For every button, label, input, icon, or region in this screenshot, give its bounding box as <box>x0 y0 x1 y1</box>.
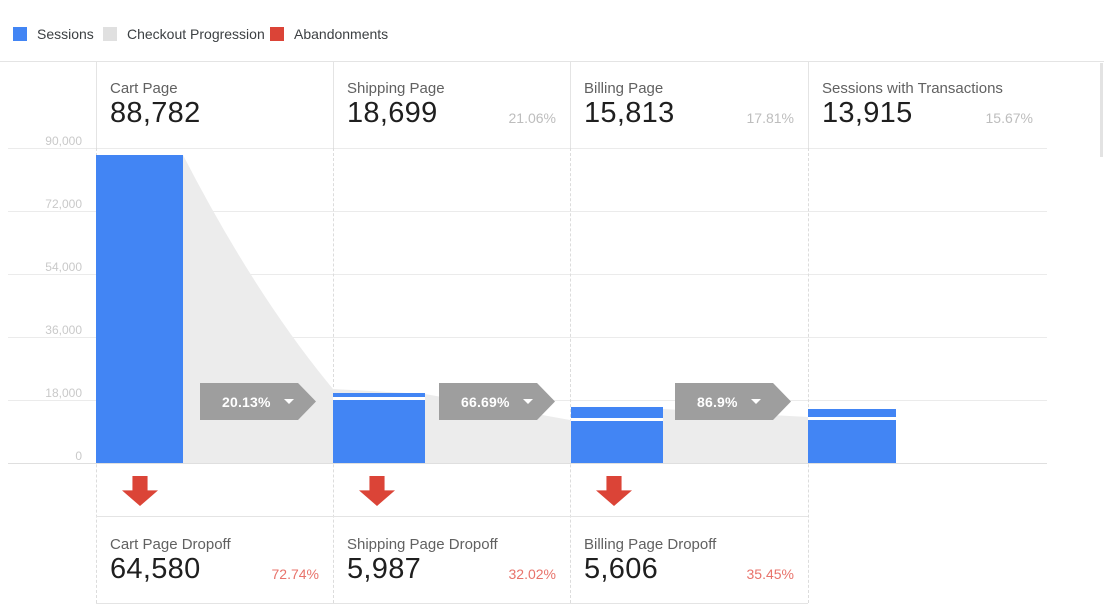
baseline-gridline <box>8 463 1047 464</box>
y-axis-tick: 36,000 <box>45 323 82 337</box>
step-header-cart-page: Cart Page 88,782 <box>96 61 333 148</box>
step-title: Billing Page <box>584 80 664 97</box>
y-axis-tick: 54,000 <box>45 260 82 274</box>
dropoff-title: Cart Page Dropoff <box>110 536 231 553</box>
step-title: Sessions with Transactions <box>822 80 1003 97</box>
header-cell-border <box>333 61 334 148</box>
bar-segment-divider <box>571 418 663 421</box>
legend-divider <box>0 61 1104 62</box>
progression-badge-shipping-to-billing[interactable]: 66.69% <box>439 383 555 420</box>
legend-item-checkout-progression: Checkout Progression <box>103 25 265 42</box>
chevron-down-icon <box>750 399 761 404</box>
dropoff-value: 5,606 <box>584 553 659 585</box>
sessions-swatch-icon <box>13 26 27 41</box>
legend-label: Abandonments <box>294 25 389 42</box>
legend-item-sessions: Sessions <box>13 25 94 42</box>
badge-label: 86.9% <box>697 393 738 410</box>
gridline <box>8 148 1047 149</box>
y-axis-tick: 0 <box>75 449 82 463</box>
sessions-bar-cart-page[interactable] <box>96 155 183 463</box>
step-title: Cart Page <box>110 80 178 97</box>
dropoff-percentage: 32.02% <box>508 566 556 582</box>
abandonment-arrow-icon <box>359 476 395 506</box>
header-cell-border <box>808 61 809 148</box>
step-percentage: 15.67% <box>985 110 1033 126</box>
dropoff-value: 64,580 <box>110 553 201 585</box>
sessions-bar-shipping-page[interactable] <box>333 393 425 463</box>
step-header-billing-page: Billing Page 15,813 17.81% <box>570 61 808 148</box>
y-axis-tick: 72,000 <box>45 197 82 211</box>
legend-label: Checkout Progression <box>127 25 265 42</box>
y-axis-tick: 18,000 <box>45 386 82 400</box>
step-title: Shipping Page <box>347 80 445 97</box>
bar-segment-divider <box>808 417 896 420</box>
progression-badge-billing-to-transaction[interactable]: 86.9% <box>675 383 791 420</box>
bar-segment-divider <box>333 397 425 400</box>
badge-label: 66.69% <box>461 393 510 410</box>
step-value: 13,915 <box>822 97 913 129</box>
badge-label: 20.13% <box>222 393 271 410</box>
scrollbar-thumb[interactable] <box>1100 63 1103 157</box>
progression-badge-cart-to-shipping[interactable]: 20.13% <box>200 383 316 420</box>
y-axis-tick: 90,000 <box>45 134 82 148</box>
sessions-bar-billing-page[interactable] <box>571 407 663 463</box>
column-separator <box>808 148 809 603</box>
dropoff-percentage: 35.45% <box>746 566 794 582</box>
step-header-sessions-with-transactions: Sessions with Transactions 13,915 15.67% <box>808 61 1047 148</box>
abandonments-swatch-icon <box>270 26 284 41</box>
dropoff-row-border <box>96 516 808 517</box>
step-percentage: 21.06% <box>508 110 556 126</box>
dropoff-value: 5,987 <box>347 553 422 585</box>
chevron-down-icon <box>522 399 533 404</box>
abandonment-arrow-icon <box>122 476 158 506</box>
progression-swatch-icon <box>103 26 117 41</box>
dropoff-row-border <box>96 603 808 604</box>
sessions-bar-transactions[interactable] <box>808 409 896 463</box>
step-value: 18,699 <box>347 97 438 129</box>
dropoff-title: Shipping Page Dropoff <box>347 536 498 553</box>
dropoff-cell-billing-page: Billing Page Dropoff 5,606 35.45% <box>570 516 808 603</box>
step-header-shipping-page: Shipping Page 18,699 21.06% <box>333 61 570 148</box>
dropoff-percentage: 72.74% <box>271 566 319 582</box>
step-value: 88,782 <box>110 97 201 129</box>
header-cell-border <box>570 61 571 148</box>
dropoff-title: Billing Page Dropoff <box>584 536 717 553</box>
abandonment-arrow-icon <box>596 476 632 506</box>
dropoff-cell-cart-page: Cart Page Dropoff 64,580 72.74% <box>96 516 333 603</box>
legend-label: Sessions <box>37 25 94 42</box>
header-cell-border <box>96 61 97 148</box>
step-percentage: 17.81% <box>746 110 794 126</box>
step-value: 15,813 <box>584 97 675 129</box>
dropoff-cell-shipping-page: Shipping Page Dropoff 5,987 32.02% <box>333 516 570 603</box>
legend-item-abandonments: Abandonments <box>270 25 389 42</box>
chevron-down-icon <box>283 399 294 404</box>
